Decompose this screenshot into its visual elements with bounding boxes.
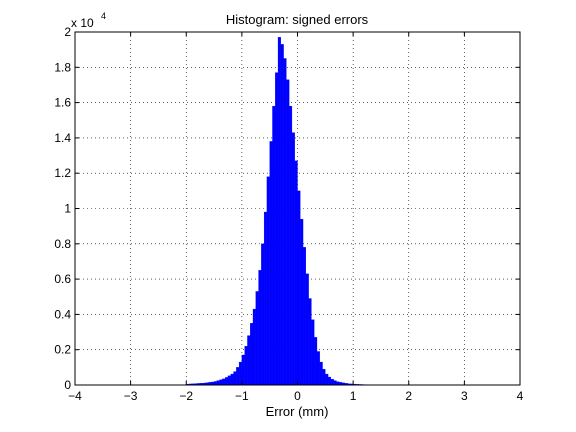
y-tick-label: 0.8	[54, 237, 71, 251]
x-tick-label: 4	[517, 389, 524, 403]
histogram-bar	[241, 354, 245, 386]
histogram-bar	[222, 378, 226, 386]
histogram-bar	[308, 298, 312, 386]
histogram-bars	[186, 37, 387, 386]
y-tick-label: 0.6	[54, 272, 71, 286]
x-axis-label: Error (mm)	[266, 404, 329, 419]
histogram-bar	[311, 319, 315, 386]
histogram-bar	[263, 211, 268, 386]
y-tick-label: 1.4	[54, 131, 71, 145]
histogram-bar	[291, 132, 295, 386]
histogram-bar	[250, 323, 254, 386]
histogram-bar	[252, 308, 256, 386]
y-tick-label: 0.2	[54, 343, 71, 357]
x-tick-label: −1	[235, 389, 249, 403]
histogram-bar	[216, 380, 220, 386]
histogram-bar	[325, 373, 329, 386]
histogram-bar	[294, 160, 298, 386]
histogram-bar	[247, 335, 251, 386]
histogram-bar	[330, 379, 334, 386]
histogram-bar	[255, 291, 259, 386]
histogram-bar	[289, 105, 293, 386]
histogram-bar	[236, 367, 240, 386]
histogram-bar	[261, 243, 265, 386]
histogram-bar	[275, 72, 279, 386]
x-tick-label: 1	[350, 389, 357, 403]
histogram-bar	[300, 218, 304, 386]
y-tick-label: 1	[64, 202, 71, 216]
histogram-bar	[305, 273, 309, 386]
y-multiplier-exponent: 4	[101, 11, 106, 21]
y-tick-label: 1.8	[54, 60, 71, 74]
histogram-bar	[302, 247, 306, 386]
x-tick-label: −2	[179, 389, 193, 403]
histogram-bar	[244, 346, 248, 386]
x-tick-label: 0	[294, 389, 301, 403]
histogram-bar	[286, 79, 290, 386]
histogram-bar	[297, 190, 301, 386]
histogram-bar	[230, 373, 234, 386]
histogram-bar	[280, 44, 284, 386]
chart-title: Histogram: signed errors	[226, 12, 369, 27]
histogram-bar	[266, 176, 270, 386]
histogram-bar	[219, 379, 223, 386]
x-tick-label: −3	[124, 389, 138, 403]
histogram-bar	[213, 381, 217, 386]
y-tick-label: 2	[64, 25, 71, 39]
y-tick-label: 1.2	[54, 166, 71, 180]
histogram-bar	[225, 377, 229, 386]
y-tick-label: 1.6	[54, 96, 71, 110]
histogram-bar	[277, 37, 281, 386]
histogram-bar	[227, 375, 231, 386]
y-multiplier-label: x 10	[71, 16, 94, 30]
histogram-bar	[269, 141, 273, 386]
x-tick-label: 3	[461, 389, 468, 403]
histogram-bar	[283, 58, 287, 386]
axis-ticks: −4 −3 −2 −1 0 1 2 3 4 0 0.2 0.4 0.6 0.8 1 1.2 1.4 1.6 1.8 2	[54, 25, 523, 403]
histogram-bar	[336, 381, 340, 386]
x-tick-label: −4	[68, 389, 82, 403]
histogram-bar	[272, 105, 276, 386]
x-tick-label: 2	[405, 389, 412, 403]
histogram-bar	[322, 368, 326, 386]
histogram-bar	[319, 361, 323, 386]
histogram-bar	[316, 351, 320, 386]
histogram-bar	[327, 376, 332, 386]
y-tick-label: 0.4	[54, 307, 71, 321]
y-tick-label: 0	[64, 378, 71, 392]
histogram-bar	[233, 371, 237, 386]
histogram-bar	[314, 337, 318, 386]
histogram-bar	[258, 270, 262, 386]
histogram-bar	[333, 380, 337, 386]
